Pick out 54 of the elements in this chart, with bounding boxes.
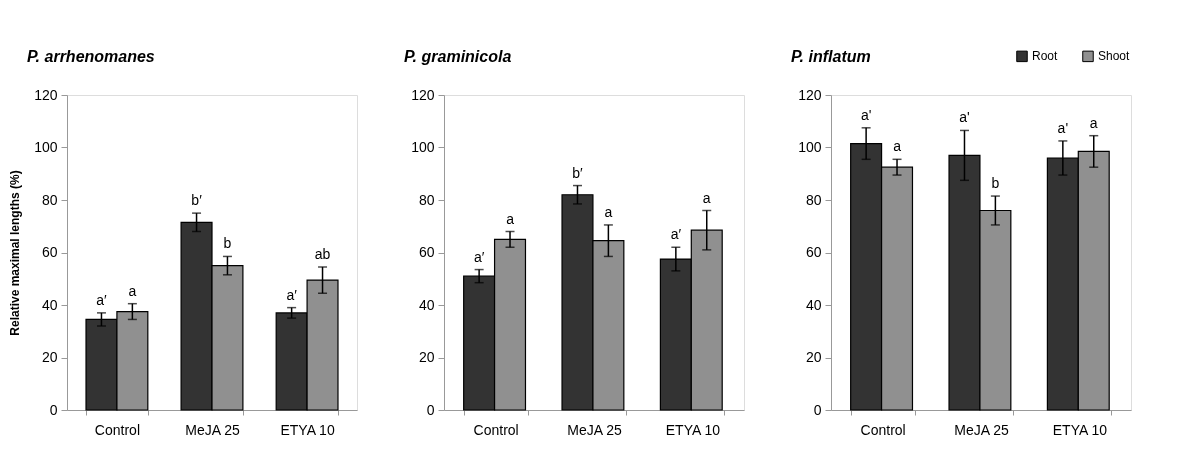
y-tick-label: 80	[418, 191, 435, 208]
data-label: a	[893, 138, 902, 155]
y-tick-label: 20	[41, 349, 58, 365]
data-label: b	[991, 175, 1000, 192]
data-label: a	[604, 203, 613, 220]
chart-title: P. graminicola	[404, 48, 512, 65]
legend-label: Root	[1032, 49, 1059, 64]
y-tick-label: 100	[411, 139, 435, 155]
y-tick-label: 100	[34, 139, 58, 155]
legend-label: Shoot	[1098, 49, 1131, 64]
y-tick-label: 60	[41, 244, 58, 260]
data-label: a'	[959, 109, 970, 126]
data-label: a	[506, 210, 515, 227]
data-label: a'	[1057, 119, 1069, 136]
data-label: b′	[572, 164, 584, 181]
y-tick-label: 20	[418, 349, 435, 365]
x-tick-label: Control	[94, 421, 140, 438]
data-label: a′	[473, 248, 485, 265]
y-tick-label: 60	[418, 244, 435, 260]
data-label: a	[128, 282, 137, 299]
x-tick-label: ETYA 10	[280, 421, 335, 438]
data-label: b′	[191, 192, 203, 209]
y-tick-label: 120	[411, 86, 435, 103]
x-tick-label: MeJA 25	[185, 421, 240, 438]
y-tick-label: 0	[813, 401, 822, 418]
data-label: a′	[96, 291, 108, 308]
y-tick-label: 0	[426, 401, 435, 418]
data-label: ab	[314, 245, 331, 262]
y-tick-label: 80	[805, 191, 822, 208]
data-label: a′	[286, 286, 298, 303]
x-tick-label: ETYA 10	[1052, 421, 1108, 438]
x-tick-label: Control	[473, 421, 519, 438]
data-label: a'	[860, 106, 872, 123]
y-tick-label: 40	[418, 296, 435, 313]
y-tick-label: 40	[805, 296, 822, 313]
data-label: a	[1089, 114, 1098, 131]
x-tick-label: MeJA 25	[567, 421, 622, 438]
data-label: a	[702, 189, 711, 206]
y-tick-label: 60	[805, 244, 822, 260]
y-tick-label: 40	[41, 296, 58, 313]
y-tick-label: 20	[805, 349, 822, 365]
y-tick-label: 80	[41, 191, 58, 208]
y-axis-title: Relative maximal lengths (%)	[8, 170, 23, 336]
y-tick-label: 120	[34, 86, 58, 103]
data-label: a′	[670, 226, 682, 243]
x-tick-label: MeJA 25	[954, 421, 1009, 438]
data-label: b	[223, 235, 232, 252]
chart-title: P. inflatum	[791, 48, 871, 65]
chart-title: P. arrhenomanes	[27, 48, 155, 65]
y-tick-label: 100	[798, 139, 822, 155]
x-tick-label: ETYA 10	[665, 421, 721, 438]
y-tick-label: 0	[49, 401, 58, 418]
y-tick-label: 120	[798, 86, 822, 103]
x-tick-label: Control	[860, 421, 906, 438]
